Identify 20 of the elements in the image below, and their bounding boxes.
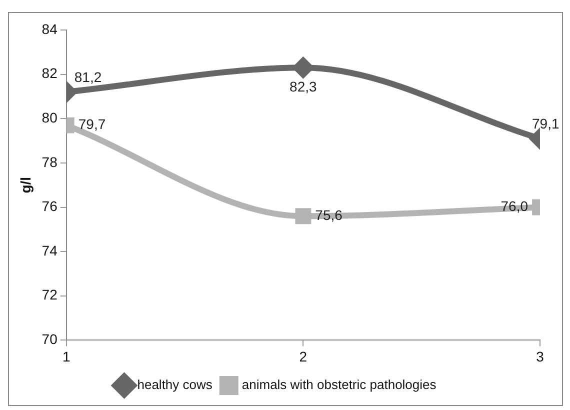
y-tick-label: 70 [42, 331, 58, 348]
x-tick-label: 2 [299, 348, 308, 364]
y-tick-label: 76 [42, 198, 58, 214]
y-tick-label: 72 [42, 286, 58, 303]
data-label: 81,2 [74, 68, 102, 85]
legend-label: animals with obstetric pathologies [242, 377, 437, 392]
data-label: 82,3 [290, 78, 318, 95]
data-label: 79,1 [532, 115, 560, 132]
x-tick-label: 3 [536, 348, 544, 364]
y-tick-label: 80 [42, 109, 58, 126]
data-label: 75,6 [315, 206, 343, 223]
y-tick-label: 84 [42, 20, 58, 37]
y-axis-title: g/l [17, 176, 34, 194]
y-tick-label: 82 [42, 65, 58, 82]
y-tick-label: 78 [42, 154, 58, 170]
data-label: 76,0 [500, 198, 528, 214]
legend-label: healthy cows [137, 377, 213, 392]
data-label: 79,7 [78, 116, 106, 132]
y-tick-label: 74 [42, 242, 58, 258]
x-tick-label: 1 [62, 348, 70, 364]
